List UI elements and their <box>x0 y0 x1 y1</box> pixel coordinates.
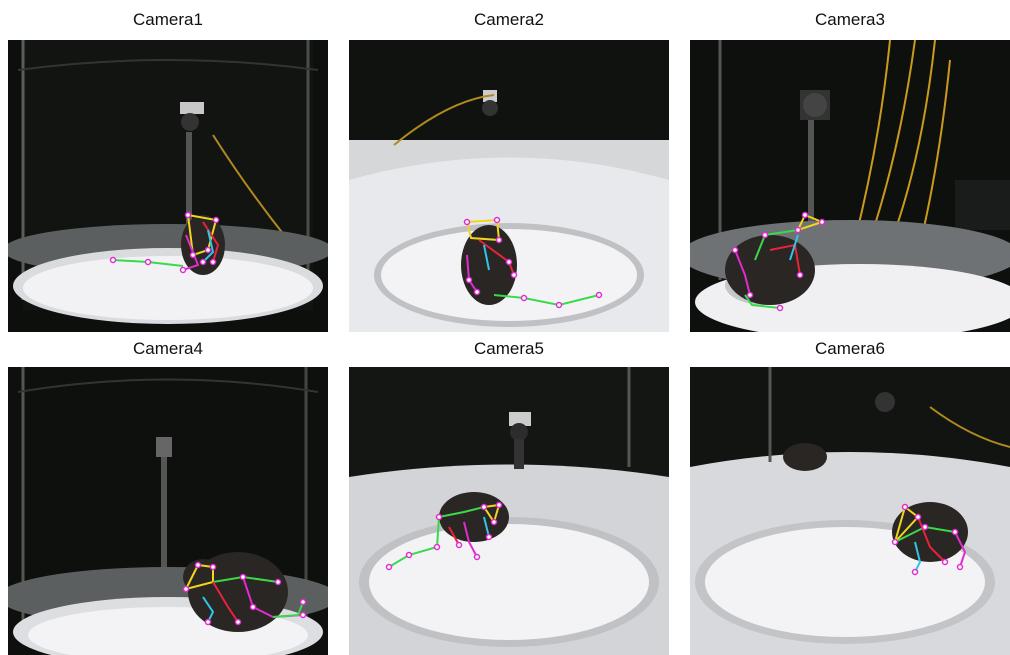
camera-panel-1: Camera1 <box>8 6 328 332</box>
camera-frame <box>690 367 1010 655</box>
camera-image <box>690 40 1010 332</box>
camera-image <box>8 40 328 332</box>
camera-frame <box>8 367 328 655</box>
camera-panel-3: Camera3 <box>690 6 1010 332</box>
camera-panel-6: Camera6 <box>690 335 1010 655</box>
camera-image <box>349 367 669 655</box>
camera-image <box>8 367 328 655</box>
camera-frame <box>690 40 1010 332</box>
panel-title: Camera3 <box>815 10 885 29</box>
camera-panel-2: Camera2 <box>349 6 669 332</box>
panel-title: Camera2 <box>474 10 544 29</box>
camera-frame <box>349 367 669 655</box>
panel-title: Camera4 <box>133 339 203 358</box>
camera-frame <box>349 40 669 332</box>
camera-image <box>690 367 1010 655</box>
camera-frame <box>8 40 328 332</box>
camera-panel-5: Camera5 <box>349 335 669 655</box>
camera-panel-4: Camera4 <box>8 335 328 655</box>
camera-image <box>349 40 669 332</box>
panel-title: Camera1 <box>133 10 203 29</box>
panel-title: Camera6 <box>815 339 885 358</box>
panel-title: Camera5 <box>474 339 544 358</box>
